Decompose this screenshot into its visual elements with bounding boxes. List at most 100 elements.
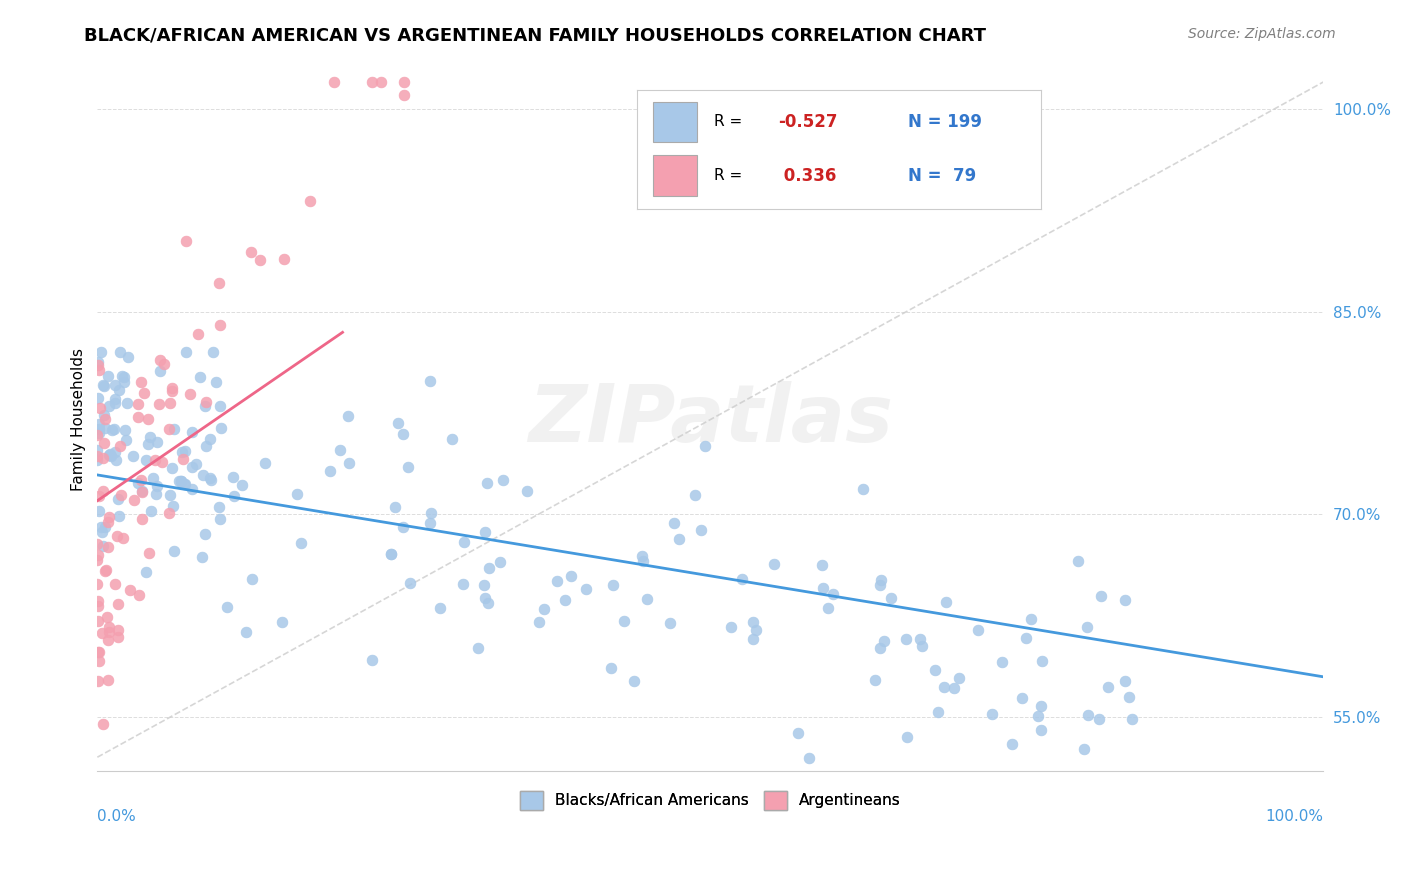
Point	[474, 525, 496, 540]
Point	[170, 474, 193, 488]
Point	[146, 479, 169, 493]
Point	[167, 475, 190, 489]
Point	[231, 477, 253, 491]
Point	[98, 448, 121, 462]
Point	[135, 565, 157, 579]
Point	[1011, 690, 1033, 705]
Point	[145, 487, 167, 501]
Point	[87, 548, 110, 562]
Point	[100, 450, 122, 464]
Point	[122, 492, 145, 507]
Point	[683, 488, 706, 502]
Legend: Blacks/African Americans, Argentineans: Blacks/African Americans, Argentineans	[513, 785, 907, 815]
Point	[387, 417, 409, 431]
Point	[107, 630, 129, 644]
Point	[1114, 592, 1136, 607]
Point	[869, 578, 891, 592]
Point	[118, 583, 141, 598]
Point	[209, 511, 232, 525]
Point	[172, 444, 194, 458]
Point	[115, 396, 138, 410]
Point	[273, 252, 295, 267]
Point	[142, 471, 165, 485]
Point	[149, 364, 172, 378]
Point	[1097, 680, 1119, 694]
Point	[111, 532, 134, 546]
Point	[104, 378, 127, 392]
Point	[208, 400, 231, 414]
Point	[170, 475, 193, 489]
Point	[195, 395, 218, 409]
Point	[927, 705, 949, 719]
Point	[104, 445, 127, 459]
Point	[1026, 709, 1049, 723]
Point	[87, 593, 110, 607]
Point	[1114, 673, 1136, 688]
Point	[93, 436, 115, 450]
Point	[122, 449, 145, 463]
Point	[97, 619, 120, 633]
Point	[103, 422, 125, 436]
Point	[623, 674, 645, 689]
Point	[817, 600, 839, 615]
Point	[1001, 738, 1024, 752]
Point	[195, 439, 218, 453]
Point	[575, 582, 598, 596]
Y-axis label: Family Households: Family Households	[72, 348, 86, 491]
Point	[114, 423, 136, 437]
Point	[908, 632, 931, 647]
Point	[602, 578, 624, 592]
Point	[271, 615, 294, 630]
Point	[89, 503, 111, 517]
Point	[872, 634, 894, 648]
Point	[131, 483, 153, 498]
Point	[157, 506, 180, 520]
Point	[1029, 698, 1052, 713]
Point	[86, 449, 108, 463]
Point	[249, 253, 271, 268]
Point	[254, 456, 277, 470]
Point	[127, 397, 149, 411]
Point	[1088, 712, 1111, 726]
Point	[188, 369, 211, 384]
Point	[398, 575, 420, 590]
Point	[429, 600, 451, 615]
Point	[533, 602, 555, 616]
Point	[419, 516, 441, 530]
Point	[91, 717, 114, 731]
Point	[742, 615, 765, 630]
Point	[86, 391, 108, 405]
Point	[86, 537, 108, 551]
Point	[163, 422, 186, 436]
Point	[87, 417, 110, 431]
Point	[336, 409, 359, 423]
Point	[477, 596, 499, 610]
Point	[87, 673, 110, 688]
Point	[222, 470, 245, 484]
Point	[690, 523, 713, 537]
Point	[127, 476, 149, 491]
Point	[1056, 777, 1078, 791]
Point	[101, 423, 124, 437]
Point	[107, 623, 129, 637]
Point	[1015, 631, 1038, 645]
Point	[139, 504, 162, 518]
Point	[896, 632, 918, 646]
Point	[87, 599, 110, 614]
Point	[529, 615, 551, 629]
Point	[172, 451, 194, 466]
Point	[477, 476, 499, 491]
Point	[290, 536, 312, 550]
Point	[90, 345, 112, 359]
Point	[138, 437, 160, 451]
Point	[384, 500, 406, 514]
Point	[86, 453, 108, 467]
Point	[869, 641, 891, 656]
Point	[392, 427, 415, 442]
Point	[516, 483, 538, 498]
Point	[419, 375, 441, 389]
Point	[1118, 690, 1140, 705]
Point	[87, 359, 110, 373]
Point	[467, 640, 489, 655]
Point	[139, 430, 162, 444]
